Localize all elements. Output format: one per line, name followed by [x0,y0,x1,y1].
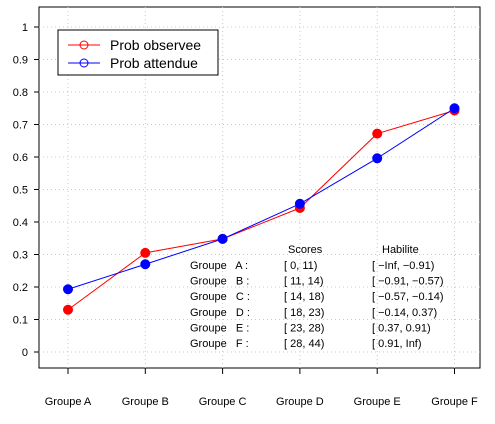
y-tick-label: 0.5 [13,185,28,197]
table-cell-habilite: [ −Inf, −0.91) [372,260,434,272]
y-tick-label: 0.7 [13,120,28,132]
table-cell-scores: [ 28, 44) [284,338,324,350]
data-point-series-0 [63,304,73,315]
x-axis: Groupe A Groupe B Groupe C Groupe D Groupe E… [45,368,478,408]
data-point-series-0 [140,247,151,258]
table-cell-habilite: [ 0.91, Inf) [372,338,422,350]
series-layer [63,103,460,315]
legend-marker-attendue [79,58,89,68]
y-tick-label: 0.3 [13,250,28,262]
table-cell-scores: [ 11, 14) [284,276,324,288]
legend: Prob observee Prob attendue [57,29,219,76]
score-table: Scores Habilite Groupe A : [ 0, 11) [ −Inf… [190,244,444,350]
table-cell-groupe: Groupe B : [190,276,249,288]
x-tick-label: Groupe C [199,396,247,408]
table-header-scores: Scores [288,244,323,256]
legend-label-attendue: Prob attendue [110,55,198,71]
data-point-series-1 [294,198,305,209]
data-point-series-1 [449,103,460,114]
data-point-series-1 [372,153,383,164]
legend-marker-observee [79,40,89,50]
y-tick-label: 0.1 [13,315,28,327]
table-cell-scores: [ 23, 28) [284,322,324,334]
x-tick-label: Groupe B [122,396,169,408]
table-cell-habilite: [ −0.91, −0.57) [372,276,444,288]
table-cell-scores: [ 0, 11) [284,260,317,272]
legend-label-observee: Prob observee [110,37,201,53]
table-cell-habilite: [ 0.37, 0.91) [372,322,431,334]
x-tick-label: Groupe F [431,396,478,408]
data-point-series-1 [217,233,228,244]
table-cell-habilite: [ −0.14, 0.37) [372,307,437,319]
y-tick-label: 0 [22,347,28,359]
table-cell-scores: [ 14, 18) [284,291,324,303]
table-cell-groupe: Groupe D : [190,307,250,319]
y-axis: 0 0.1 0.2 0.3 0.4 0.5 0.6 0.7 0.8 0.9 1 [13,22,39,359]
data-point-series-1 [140,259,151,270]
series-line-0 [67,110,455,311]
data-point-series-0 [372,128,383,139]
y-tick-label: 0.6 [13,152,28,164]
table-cell-groupe: Groupe E : [190,322,249,334]
legend-box [57,29,219,76]
table-cell-groupe: Groupe F : [190,338,249,350]
y-tick-label: 0.9 [13,55,28,67]
x-tick-label: Groupe A [45,396,92,408]
y-tick-label: 0.2 [13,282,28,294]
table-header-habilite: Habilite [382,244,419,256]
table-cell-habilite: [ −0.57, −0.14) [372,291,444,303]
x-tick-label: Groupe D [276,396,324,408]
table-cell-groupe: Groupe A : [190,260,248,272]
y-tick-label: 0.4 [13,217,28,229]
y-tick-label: 1 [22,22,28,34]
table-cell-scores: [ 18, 23) [284,307,324,319]
y-tick-label: 0.8 [13,87,28,99]
x-tick-label: Groupe E [354,396,401,408]
plot-frame [38,6,481,369]
table-cell-groupe: Groupe C : [190,291,250,303]
data-point-series-1 [63,284,73,295]
series-line-1 [67,107,455,290]
